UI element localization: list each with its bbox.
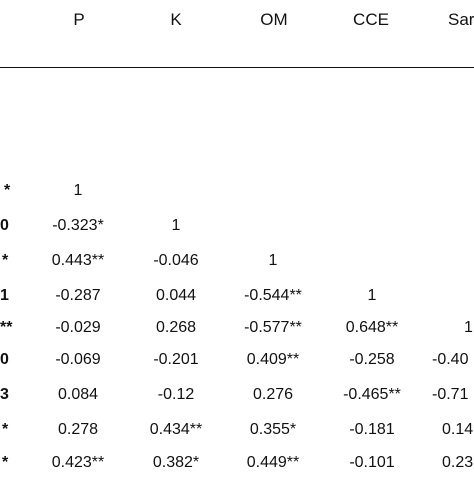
table-cell: 0.276	[252, 386, 294, 403]
table-cell: -0.069	[55, 351, 101, 368]
column-header-sar: Sar	[448, 10, 474, 29]
table-cell: 0.449**	[246, 454, 300, 471]
table-cell: 0.23	[442, 454, 474, 471]
table-cell: 0.423**	[51, 454, 105, 471]
table-cell: 0.355*	[249, 421, 297, 438]
table-cell: -0.465**	[343, 386, 401, 403]
table-cell: -0.101	[349, 454, 395, 471]
column-header-om: OM	[260, 10, 288, 29]
table-cell: -0.71	[432, 386, 469, 403]
table-cell: -0.046	[153, 252, 199, 269]
row-label-fragment: 0	[0, 351, 9, 368]
table-cell: 0.648**	[345, 319, 399, 336]
table-cell: -0.201	[153, 351, 199, 368]
table-cell: -0.544**	[244, 287, 302, 304]
table-cell: 0.044	[155, 287, 197, 304]
table-cell: 0.14	[442, 421, 474, 438]
row-label-fragment: 0	[0, 217, 9, 234]
table-cell: -0.287	[55, 287, 101, 304]
table-row: 1 -0.287 0.044 -0.544** 1	[0, 286, 474, 310]
table-cell: 1	[464, 319, 473, 336]
table-cell: -0.029	[55, 319, 101, 336]
table-cell: 0.434**	[149, 421, 203, 438]
table-cell: 1	[367, 287, 377, 304]
table-row: ** -0.029 0.268 -0.577** 0.648** 1	[0, 318, 474, 342]
table-cell: 1	[268, 252, 278, 269]
table-cell: 0.382*	[152, 454, 200, 471]
table-row: * 0.278 0.434** 0.355* -0.181 0.14	[0, 420, 474, 444]
row-label-fragment: 3	[0, 386, 9, 403]
row-label-fragment: *	[4, 182, 11, 199]
table-cell: -0.258	[349, 351, 395, 368]
table-cell: 1	[171, 217, 181, 234]
table-cell: 0.268	[155, 319, 197, 336]
table-cell: -0.323*	[52, 217, 104, 234]
row-label-fragment: *	[2, 454, 9, 471]
column-header-p: P	[73, 10, 85, 29]
table-cell: -0.40	[432, 351, 469, 368]
table-row: 0 -0.323* 1	[0, 216, 474, 240]
header-rule	[0, 67, 474, 68]
table-row: * 0.443** -0.046 1	[0, 251, 474, 275]
row-label-fragment: **	[0, 319, 13, 336]
table-row: * 0.423** 0.382* 0.449** -0.101 0.23	[0, 453, 474, 477]
row-label-fragment: 1	[0, 287, 9, 304]
row-label-fragment: *	[2, 252, 9, 269]
table-cell: 0.084	[57, 386, 99, 403]
table-row: * 1	[0, 181, 474, 205]
table-cell: 0.409**	[246, 351, 300, 368]
table-cell: 1	[73, 182, 83, 199]
table-cell: -0.12	[157, 386, 195, 403]
table-row: 3 0.084 -0.12 0.276 -0.465** -0.71	[0, 385, 474, 409]
table-cell: -0.181	[349, 421, 395, 438]
table-cell: 0.278	[57, 421, 99, 438]
column-header-k: K	[170, 10, 182, 29]
table-cell: -0.577**	[244, 319, 302, 336]
row-label-fragment: *	[2, 421, 9, 438]
table-row: 0 -0.069 -0.201 0.409** -0.258 -0.40	[0, 350, 474, 374]
table-cell: 0.443**	[51, 252, 105, 269]
column-header-cce: CCE	[353, 10, 389, 29]
